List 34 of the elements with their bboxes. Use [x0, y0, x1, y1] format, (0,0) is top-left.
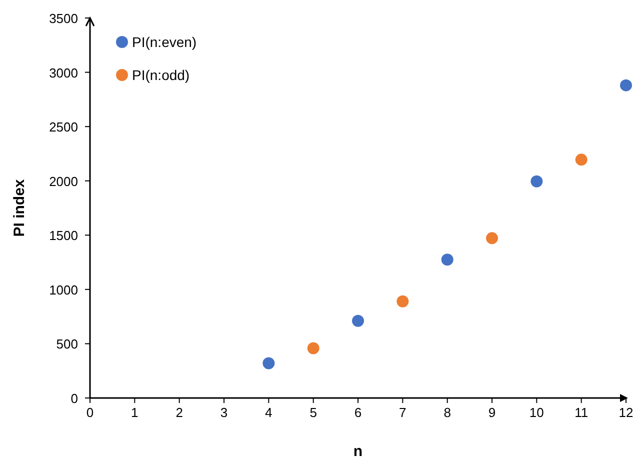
point: [620, 79, 632, 92]
point: [441, 254, 454, 266]
y-tick-label: 2000: [49, 174, 78, 189]
y-tick-label: 3500: [49, 11, 78, 26]
y-tick-label: 1000: [49, 282, 78, 298]
point: [352, 314, 364, 327]
x-tick-label: 9: [488, 405, 496, 420]
y-tick-label: 2500: [49, 120, 78, 135]
x-axis-title: n: [353, 443, 363, 460]
x-tick-label: 2: [176, 405, 183, 420]
x-tick-label: 0: [86, 405, 94, 420]
y-tick-label: 1500: [49, 228, 78, 244]
point: [307, 342, 320, 354]
point: [396, 295, 409, 308]
point: [575, 154, 588, 166]
x-tick-label: 4: [265, 405, 272, 420]
x-tick-label: 3: [220, 405, 228, 420]
y-tick-label: 3000: [49, 65, 78, 80]
point: [486, 232, 498, 244]
point: [262, 357, 275, 370]
x-tick-label: 11: [574, 405, 588, 420]
y-axis-title: PI index: [11, 178, 28, 237]
x-tick-label: 7: [399, 405, 406, 420]
x-tick-label: 5: [310, 405, 317, 420]
y-tick-label: 0: [70, 391, 78, 406]
x-tick-label: 10: [529, 405, 544, 420]
x-tick-label: 8: [444, 405, 451, 420]
legend-label: PI(n:odd): [132, 67, 190, 83]
x-tick-label: 12: [618, 405, 634, 420]
x-tick-label: 6: [354, 405, 362, 420]
point: [530, 175, 543, 188]
legend-label: PI(n:even): [132, 34, 197, 50]
y-tick-label: 500: [56, 336, 78, 352]
x-tick-label: 1: [131, 405, 138, 420]
